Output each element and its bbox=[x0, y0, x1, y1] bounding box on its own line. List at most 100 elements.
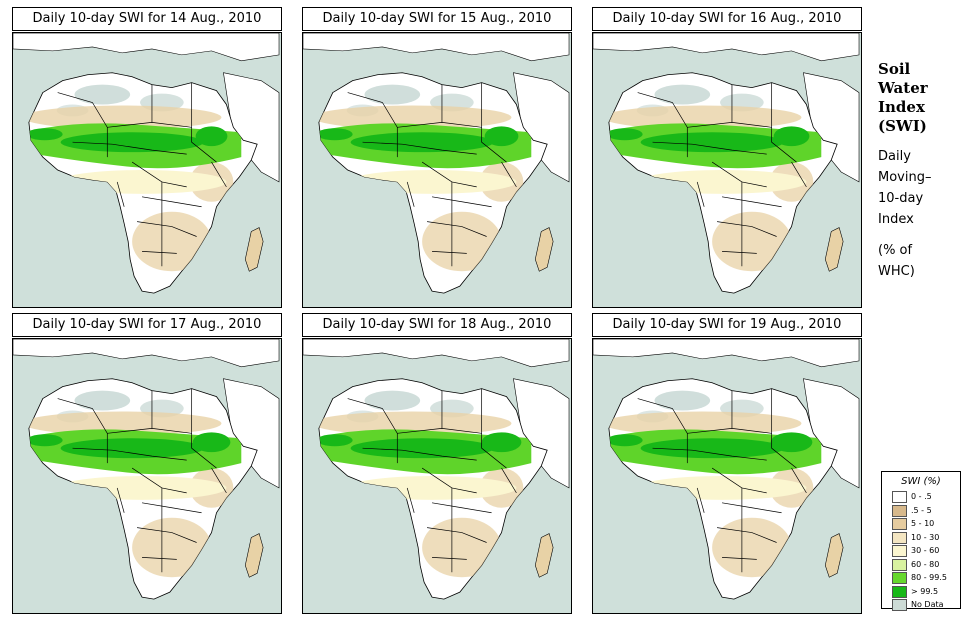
dry-band bbox=[28, 411, 222, 436]
dry-band-south bbox=[132, 517, 212, 578]
madagascar-landmass bbox=[244, 533, 264, 578]
country-border bbox=[771, 388, 797, 469]
country-border bbox=[501, 467, 517, 494]
legend-item: 5 - 10 bbox=[882, 517, 960, 531]
no-data-area bbox=[364, 84, 421, 105]
country-border bbox=[421, 467, 477, 494]
country-border bbox=[637, 92, 688, 158]
country-border bbox=[406, 181, 415, 207]
country-border bbox=[362, 141, 477, 155]
europe-landmass bbox=[303, 33, 570, 62]
europe-landmass bbox=[13, 33, 280, 62]
legend-item: 0 - .5 bbox=[882, 490, 960, 504]
no-data-area bbox=[654, 390, 711, 411]
country-border bbox=[191, 388, 217, 469]
madagascar-landmass bbox=[824, 533, 844, 578]
dry-band-south bbox=[422, 517, 502, 578]
saturated-band-west bbox=[608, 434, 643, 447]
legend-swatch bbox=[892, 545, 907, 557]
country-border bbox=[72, 447, 187, 461]
panel-title: Daily 10-day SWI for 17 Aug., 2010 bbox=[12, 313, 282, 337]
country-border bbox=[711, 467, 767, 494]
madagascar-landmass bbox=[534, 533, 554, 578]
panel-title: Daily 10-day SWI for 19 Aug., 2010 bbox=[592, 313, 862, 337]
country-border bbox=[406, 487, 415, 513]
country-border bbox=[481, 388, 507, 469]
country-border bbox=[431, 502, 492, 514]
dry-band-south bbox=[712, 211, 792, 272]
madagascar-landmass bbox=[534, 227, 554, 272]
madagascar-landmass bbox=[824, 227, 844, 272]
saturated-band-west bbox=[318, 128, 353, 141]
country-border bbox=[722, 251, 757, 254]
legend-swatch bbox=[892, 491, 907, 503]
country-border bbox=[347, 398, 398, 464]
legend-item: 30 - 60 bbox=[882, 544, 960, 558]
country-border bbox=[137, 527, 197, 543]
country-border bbox=[397, 428, 482, 434]
saturated-band bbox=[640, 438, 784, 459]
dry-band bbox=[608, 105, 802, 130]
legend-swatch bbox=[892, 558, 907, 571]
saturated-band bbox=[640, 132, 784, 153]
country-border bbox=[72, 141, 187, 155]
panel-title: Daily 10-day SWI for 14 Aug., 2010 bbox=[12, 7, 282, 31]
legend-title: SWI (%) bbox=[901, 476, 941, 487]
saturated-band-west bbox=[318, 434, 353, 447]
no-data-area bbox=[364, 390, 421, 411]
country-border bbox=[362, 447, 477, 461]
panel-title: Daily 10-day SWI for 15 Aug., 2010 bbox=[302, 7, 572, 31]
saturated-band-east bbox=[770, 432, 813, 453]
no-data-area bbox=[74, 390, 131, 411]
country-border bbox=[427, 527, 487, 543]
country-border bbox=[717, 527, 777, 543]
legend-item: .5 - 5 bbox=[882, 504, 960, 518]
country-border bbox=[191, 82, 217, 163]
saturated-band-west bbox=[608, 128, 643, 141]
no-data-area bbox=[74, 84, 131, 105]
country-border bbox=[116, 487, 125, 513]
panel-title: Daily 10-day SWI for 18 Aug., 2010 bbox=[302, 313, 572, 337]
saturated-band-east bbox=[192, 432, 231, 453]
country-border bbox=[652, 141, 767, 155]
dry-band bbox=[28, 105, 222, 130]
country-border bbox=[721, 196, 782, 208]
figure-subtitle: Daily Moving– 10-day Index bbox=[878, 149, 932, 227]
country-border bbox=[791, 161, 807, 188]
legend-item: > 99.5 bbox=[882, 585, 960, 599]
swi-fill bbox=[318, 84, 532, 272]
dry-band-south bbox=[132, 211, 212, 272]
saturated-band bbox=[350, 438, 494, 459]
country-border bbox=[771, 82, 797, 163]
saturated-band-west bbox=[28, 434, 63, 447]
saturated-band-east bbox=[195, 126, 228, 147]
africa-map bbox=[12, 32, 282, 308]
swi-legend: SWI (%) 0 - .5 .5 - 5 5 - 10 10 - 30 30 … bbox=[881, 471, 961, 611]
africa-map bbox=[302, 338, 572, 614]
legend-swatch bbox=[892, 504, 907, 517]
legend-item: 80 - 99.5 bbox=[882, 571, 960, 585]
saturated-band-east bbox=[484, 126, 519, 147]
country-border bbox=[791, 467, 807, 494]
europe-landmass bbox=[593, 339, 860, 368]
country-border bbox=[652, 447, 767, 461]
legend-item: 60 - 80 bbox=[882, 558, 960, 572]
figure-unit: (% of WHC) bbox=[878, 243, 915, 279]
saturated-band bbox=[60, 132, 204, 153]
swi-fill bbox=[28, 390, 242, 578]
saturated-band-west bbox=[28, 128, 63, 141]
country-border bbox=[142, 251, 177, 254]
africa-map bbox=[302, 32, 572, 308]
saturated-band bbox=[60, 438, 204, 459]
country-border bbox=[431, 196, 492, 208]
africa-map bbox=[592, 338, 862, 614]
country-border bbox=[696, 487, 705, 513]
country-border bbox=[722, 557, 757, 560]
legend-swatch bbox=[892, 531, 907, 544]
africa-map bbox=[12, 338, 282, 614]
legend-swatch bbox=[892, 572, 907, 584]
europe-landmass bbox=[303, 339, 570, 368]
country-border bbox=[687, 428, 772, 434]
swi-fill bbox=[28, 84, 242, 272]
country-border bbox=[432, 557, 467, 560]
